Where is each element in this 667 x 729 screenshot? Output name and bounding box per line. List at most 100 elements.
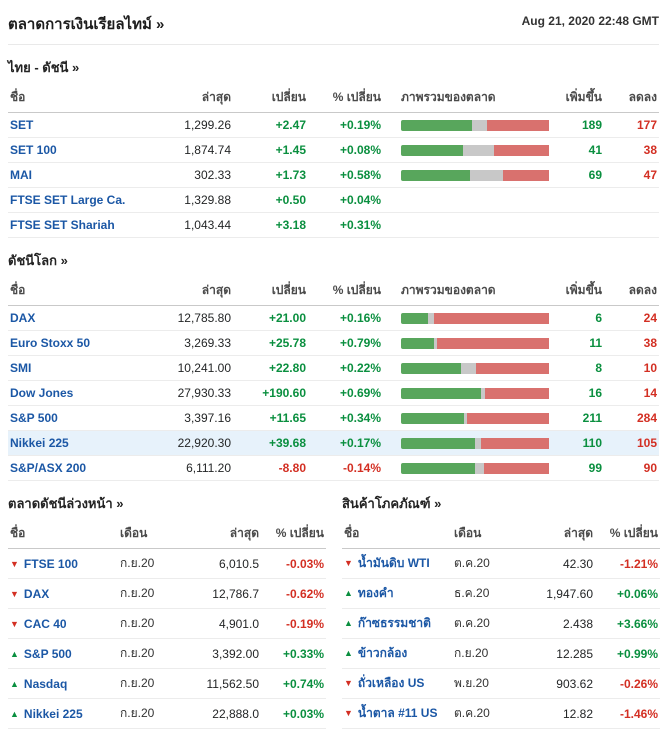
last-price: 11,562.50 — [176, 668, 261, 699]
column-header-last: ล่าสุด — [510, 521, 595, 549]
instrument-link[interactable]: CAC 40 — [23, 616, 67, 631]
last-price: 1,947.60 — [510, 578, 595, 609]
instrument-link[interactable]: ทองคำ — [357, 586, 394, 600]
change-value: +1.73 — [233, 162, 308, 188]
instrument-link[interactable]: Nikkei 225 — [10, 436, 69, 450]
change-value: -8.80 — [233, 455, 308, 481]
instrument-link[interactable]: SMI — [10, 361, 32, 375]
column-header-decliners: ลดลง — [604, 85, 659, 113]
column-header-advancers: เพิ่มขึ้น — [549, 85, 604, 113]
advancers-count: 69 — [549, 162, 604, 188]
instrument-link[interactable]: MAI — [10, 168, 32, 182]
last-updated-timestamp: Aug 21, 2020 22:48 GMT — [521, 14, 659, 28]
contract-month: ก.ย.20 — [118, 638, 176, 669]
column-header-change: เปลี่ยน — [233, 85, 308, 113]
pct-change-value: -0.03% — [261, 548, 326, 579]
last-price: 27,930.33 — [163, 380, 233, 406]
instrument-link[interactable]: FTSE SET Shariah — [10, 218, 115, 232]
contract-month: ต.ค.20 — [452, 608, 510, 639]
market-overview-bar — [401, 437, 549, 449]
page-title[interactable]: ตลาดการเงินเรียลไทม์ » — [8, 16, 165, 33]
column-header-pct-change: % เปลี่ยน — [261, 521, 326, 549]
decliners-count — [604, 212, 659, 238]
pct-change-value: +0.17% — [308, 430, 383, 456]
table-header-row: ชื่อ ล่าสุด เปลี่ยน % เปลี่ยน ภาพรวมของต… — [8, 85, 659, 113]
column-header-month: เดือน — [452, 521, 510, 549]
last-price: 2.438 — [510, 608, 595, 639]
column-header-decliners: ลดลง — [604, 278, 659, 306]
instrument-link[interactable]: DAX — [23, 586, 50, 601]
table-row: Dow Jones 27,930.33 +190.60 +0.69% 16 14 — [8, 380, 659, 406]
page-header: ตลาดการเงินเรียลไทม์ » Aug 21, 2020 22:4… — [8, 8, 659, 45]
advancers-count: 11 — [549, 330, 604, 356]
table-row: SET 100 1,874.74 +1.45 +0.08% 41 38 — [8, 137, 659, 163]
instrument-link[interactable]: น้ำมันดิบ WTI — [357, 556, 430, 570]
decliners-count: 38 — [604, 137, 659, 163]
change-direction-icon: ▼ — [10, 558, 19, 569]
contract-month: ก.ย.20 — [118, 548, 176, 579]
column-header-last: ล่าสุด — [163, 278, 233, 306]
instrument-link[interactable]: FTSE 100 — [23, 556, 78, 571]
table-row: ▼ น้ำตาล #11 US ต.ค.20 12.82 -1.46% — [342, 698, 660, 729]
world-indices-table: ชื่อ ล่าสุด เปลี่ยน % เปลี่ยน ภาพรวมของต… — [8, 278, 659, 481]
market-overview-bar — [401, 337, 549, 349]
pct-change-value: +0.03% — [261, 698, 326, 729]
instrument-link[interactable]: Euro Stoxx 50 — [10, 336, 91, 350]
instrument-link[interactable]: น้ำตาล #11 US — [357, 706, 438, 720]
pct-change-value: +0.06% — [595, 578, 660, 609]
table-row: SET 1,299.26 +2.47 +0.19% 189 177 — [8, 112, 659, 138]
market-overview-bar — [401, 387, 549, 399]
table-row: ▲ Nikkei 225 ก.ย.20 22,888.0 +0.03% — [8, 698, 326, 729]
instrument-link[interactable]: Nikkei 225 — [23, 706, 83, 721]
instrument-link[interactable]: Dow Jones — [10, 386, 74, 400]
instrument-link[interactable]: SET — [10, 118, 34, 132]
column-header-last: ล่าสุด — [176, 521, 261, 549]
table-row: ▼ DAX ก.ย.20 12,786.7 -0.62% — [8, 578, 326, 609]
table-row: S&P/ASX 200 6,111.20 -8.80 -0.14% 99 90 — [8, 455, 659, 481]
section-title-index-futures[interactable]: ตลาดดัชนีล่วงหน้า » — [8, 496, 124, 511]
instrument-link[interactable]: Nasdaq — [23, 676, 68, 691]
change-direction-icon: ▼ — [10, 588, 19, 599]
change-value: +1.45 — [233, 137, 308, 163]
market-overview-bar — [401, 144, 549, 156]
instrument-link[interactable]: FTSE SET Large Ca. — [10, 193, 126, 207]
section-title-thai-indices[interactable]: ไทย - ดัชนี » — [8, 60, 80, 75]
contract-month: ก.ย.20 — [118, 668, 176, 699]
table-row: ▼ น้ำมันดิบ WTI ต.ค.20 42.30 -1.21% — [342, 548, 660, 579]
advancers-count — [549, 212, 604, 238]
change-value: +22.80 — [233, 355, 308, 381]
advancers-count: 41 — [549, 137, 604, 163]
decliners-count: 105 — [604, 430, 659, 456]
decliners-count: 47 — [604, 162, 659, 188]
instrument-link[interactable]: DAX — [10, 311, 36, 325]
change-value: +2.47 — [233, 112, 308, 138]
decliners-count: 14 — [604, 380, 659, 406]
instrument-link[interactable]: ข้าวกล้อง — [357, 646, 408, 660]
last-price: 6,010.5 — [176, 548, 261, 579]
decliners-count: 284 — [604, 405, 659, 431]
section-title-world-indices[interactable]: ดัชนีโลก » — [8, 253, 68, 268]
instrument-link[interactable]: S&P 500 — [10, 411, 58, 425]
table-row: ▼ CAC 40 ก.ย.20 4,901.0 -0.19% — [8, 608, 326, 639]
change-value: +0.50 — [233, 187, 308, 213]
last-price: 6,111.20 — [163, 455, 233, 481]
instrument-link[interactable]: S&P/ASX 200 — [10, 461, 87, 475]
contract-month: ก.ย.20 — [118, 578, 176, 609]
pct-change-value: +0.16% — [308, 305, 383, 331]
instrument-link[interactable]: SET 100 — [10, 143, 57, 157]
column-header-month: เดือน — [118, 521, 176, 549]
change-direction-icon: ▼ — [344, 678, 353, 688]
last-price: 22,920.30 — [163, 430, 233, 456]
last-price: 1,043.44 — [163, 212, 233, 238]
pct-change-value: +0.19% — [308, 112, 383, 138]
pct-change-value: -1.46% — [595, 698, 660, 729]
pct-change-value: +3.66% — [595, 608, 660, 639]
pct-change-value: +0.34% — [308, 405, 383, 431]
market-overview-bar — [401, 362, 549, 374]
section-title-commodities[interactable]: สินค้าโภคภัณฑ์ » — [342, 496, 442, 511]
column-header-pct-change: % เปลี่ยน — [308, 278, 383, 306]
instrument-link[interactable]: ถั่วเหลือง US — [357, 676, 425, 690]
instrument-link[interactable]: ก๊าซธรรมชาติ — [357, 616, 431, 630]
advancers-count: 16 — [549, 380, 604, 406]
instrument-link[interactable]: S&P 500 — [23, 646, 72, 661]
